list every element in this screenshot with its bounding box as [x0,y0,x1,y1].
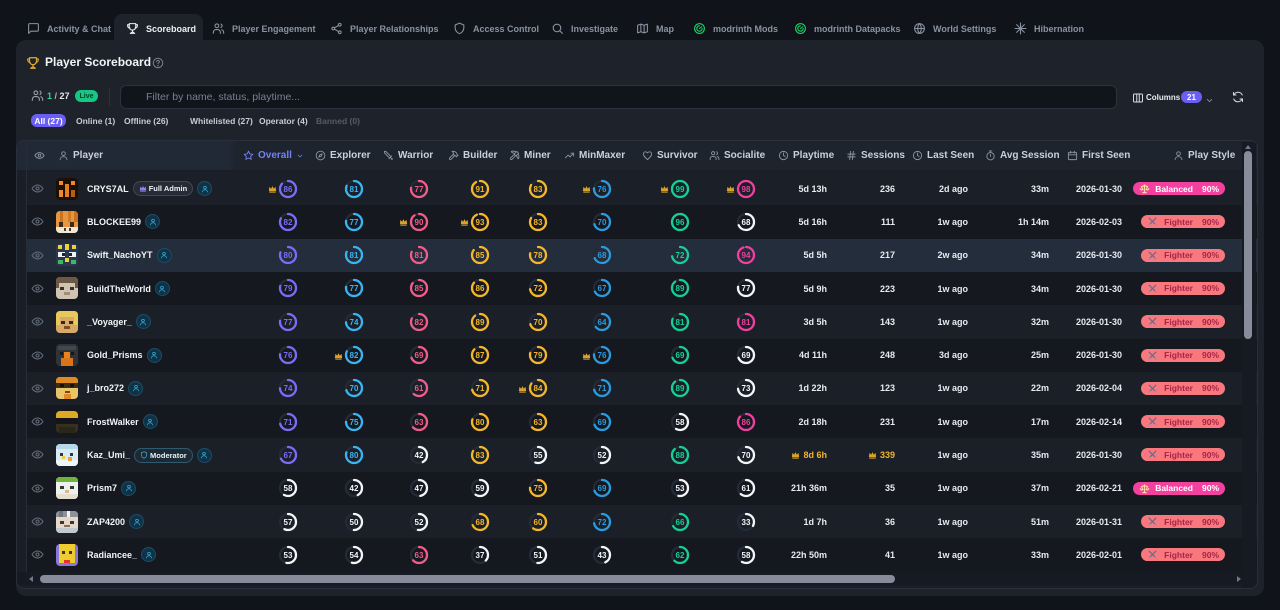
svg-text:64: 64 [597,318,606,327]
svg-text:63: 63 [533,418,542,427]
svg-text:85: 85 [414,284,423,293]
svg-text:58: 58 [283,484,292,493]
svg-text:71: 71 [476,384,485,393]
svg-text:73: 73 [742,384,751,393]
svg-text:78: 78 [533,251,542,260]
svg-text:80: 80 [283,251,292,260]
svg-text:77: 77 [414,185,423,194]
svg-text:77: 77 [742,284,751,293]
svg-text:80: 80 [476,418,485,427]
svg-text:66: 66 [676,518,685,527]
svg-text:63: 63 [414,551,423,560]
svg-text:72: 72 [597,518,606,527]
svg-text:70: 70 [742,451,751,460]
svg-text:74: 74 [283,384,292,393]
svg-text:83: 83 [533,218,542,227]
svg-text:68: 68 [476,518,485,527]
svg-text:53: 53 [283,551,292,560]
svg-text:47: 47 [414,484,423,493]
svg-text:71: 71 [597,384,606,393]
svg-text:74: 74 [350,318,359,327]
svg-text:43: 43 [597,551,606,560]
svg-text:67: 67 [283,451,292,460]
svg-text:76: 76 [597,351,606,360]
svg-text:72: 72 [533,284,542,293]
svg-text:86: 86 [476,284,485,293]
svg-text:58: 58 [676,418,685,427]
svg-text:70: 70 [597,218,606,227]
svg-text:62: 62 [676,551,685,560]
svg-text:59: 59 [476,484,485,493]
svg-text:69: 69 [414,351,423,360]
svg-text:42: 42 [414,451,423,460]
svg-text:86: 86 [283,185,292,194]
svg-text:80: 80 [350,451,359,460]
svg-text:57: 57 [283,518,292,527]
svg-text:42: 42 [350,484,359,493]
svg-text:81: 81 [350,185,359,194]
svg-text:61: 61 [742,484,751,493]
svg-text:84: 84 [533,384,542,393]
svg-text:51: 51 [533,551,542,560]
svg-text:77: 77 [283,318,292,327]
svg-text:63: 63 [414,418,423,427]
svg-text:72: 72 [676,251,685,260]
svg-text:98: 98 [742,185,751,194]
svg-text:86: 86 [742,418,751,427]
svg-text:37: 37 [476,551,485,560]
svg-text:99: 99 [676,185,685,194]
svg-text:91: 91 [476,185,485,194]
svg-text:89: 89 [676,284,685,293]
svg-text:55: 55 [533,451,542,460]
svg-text:69: 69 [597,418,606,427]
svg-text:89: 89 [476,318,485,327]
svg-text:68: 68 [742,218,751,227]
svg-text:81: 81 [676,318,685,327]
svg-text:88: 88 [676,451,685,460]
svg-text:93: 93 [476,218,485,227]
svg-text:69: 69 [597,484,606,493]
svg-text:81: 81 [742,318,751,327]
svg-text:85: 85 [476,251,485,260]
svg-text:60: 60 [533,518,542,527]
svg-text:75: 75 [350,418,359,427]
svg-text:33: 33 [742,518,751,527]
svg-text:69: 69 [676,351,685,360]
svg-text:54: 54 [350,551,359,560]
svg-text:75: 75 [533,484,542,493]
svg-text:77: 77 [350,218,359,227]
svg-text:61: 61 [414,384,423,393]
svg-text:58: 58 [742,551,751,560]
svg-text:77: 77 [350,284,359,293]
svg-text:68: 68 [597,251,606,260]
svg-text:69: 69 [742,351,751,360]
svg-text:67: 67 [597,284,606,293]
svg-text:82: 82 [350,351,359,360]
svg-text:70: 70 [533,318,542,327]
svg-text:52: 52 [414,518,423,527]
svg-text:94: 94 [742,251,751,260]
svg-text:89: 89 [676,384,685,393]
svg-text:82: 82 [283,218,292,227]
svg-text:50: 50 [350,518,359,527]
svg-text:52: 52 [597,451,606,460]
svg-text:70: 70 [350,384,359,393]
svg-text:53: 53 [676,484,685,493]
svg-text:90: 90 [414,218,423,227]
svg-text:71: 71 [283,418,292,427]
svg-text:79: 79 [283,284,292,293]
svg-text:83: 83 [533,185,542,194]
svg-text:82: 82 [414,318,423,327]
svg-text:79: 79 [533,351,542,360]
svg-text:81: 81 [350,251,359,260]
svg-text:83: 83 [476,451,485,460]
svg-text:76: 76 [283,351,292,360]
svg-text:96: 96 [676,218,685,227]
svg-text:76: 76 [597,185,606,194]
svg-text:87: 87 [476,351,485,360]
svg-text:81: 81 [414,251,423,260]
